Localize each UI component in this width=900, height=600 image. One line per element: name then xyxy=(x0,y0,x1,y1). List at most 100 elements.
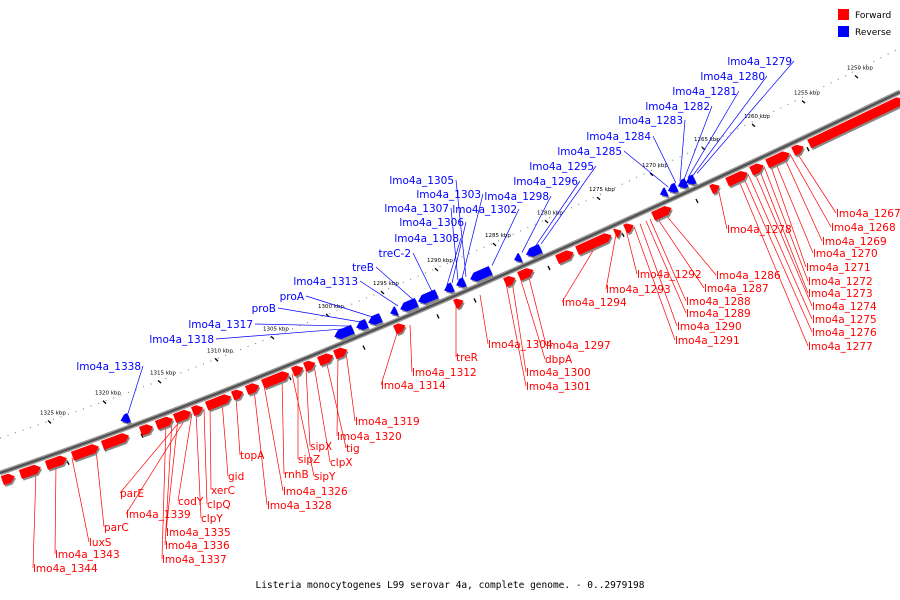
forward-gene-arrow[interactable] xyxy=(765,151,790,169)
reverse-gene-arrow[interactable] xyxy=(390,306,399,316)
forward-gene-arrow[interactable] xyxy=(190,405,204,417)
gene-label[interactable]: lmo4a_1326 xyxy=(283,486,348,498)
reverse-gene-arrow[interactable] xyxy=(120,413,131,424)
gene-label[interactable]: lmo4a_1293 xyxy=(606,284,671,296)
gene-label[interactable]: rnhB xyxy=(284,469,309,481)
reverse-gene-arrow[interactable] xyxy=(514,252,523,263)
gene-label[interactable]: lmo4a_1267 xyxy=(836,208,900,220)
gene-label[interactable]: sipX xyxy=(310,441,332,453)
gene-label[interactable]: lmo4a_1301 xyxy=(526,381,591,393)
reverse-gene-arrow[interactable] xyxy=(470,266,493,282)
gene-label[interactable]: lmo4a_1289 xyxy=(686,308,751,320)
gene-label[interactable]: lmo4a_1336 xyxy=(165,540,230,552)
reverse-gene-arrow[interactable] xyxy=(356,318,369,330)
gene-label[interactable]: lmo4a_1338 xyxy=(76,361,141,373)
reverse-gene-arrow[interactable] xyxy=(418,289,439,304)
forward-gene-arrow[interactable] xyxy=(204,394,232,411)
gene-label[interactable]: sipZ xyxy=(298,454,320,466)
reverse-gene-arrow[interactable] xyxy=(667,182,679,193)
gene-label[interactable]: lmo4a_1290 xyxy=(677,321,742,333)
reverse-gene-arrow[interactable] xyxy=(334,324,355,340)
forward-gene-arrow[interactable] xyxy=(44,455,68,470)
gene-label[interactable]: clpX xyxy=(330,457,353,469)
reverse-gene-arrow[interactable] xyxy=(400,297,419,312)
forward-gene-arrow[interactable] xyxy=(575,233,612,256)
forward-gene-arrow[interactable] xyxy=(302,360,316,372)
gene-label[interactable]: lmo4a_1318 xyxy=(149,334,214,346)
gene-label[interactable]: lmo4a_1269 xyxy=(822,236,887,248)
forward-gene-arrow[interactable] xyxy=(230,389,244,401)
forward-gene-arrow[interactable] xyxy=(807,97,900,149)
gene-label[interactable]: lmo4a_1286 xyxy=(716,270,781,282)
gene-label[interactable]: lmo4a_1313 xyxy=(293,276,358,288)
gene-label[interactable]: topA xyxy=(240,450,265,462)
gene-label[interactable]: lmo4a_1307 xyxy=(384,203,449,215)
gene-label[interactable]: lmo4a_1277 xyxy=(808,341,873,353)
forward-gene-arrow[interactable] xyxy=(0,473,15,486)
forward-gene-arrow[interactable] xyxy=(172,409,192,423)
forward-gene-arrow[interactable] xyxy=(244,383,260,395)
gene-label[interactable]: lmo4a_1302 xyxy=(452,204,517,216)
gene-label[interactable]: lmo4a_1292 xyxy=(637,269,702,281)
gene-label[interactable]: lmo4a_1276 xyxy=(812,327,877,339)
gene-label[interactable]: sipY xyxy=(314,471,336,483)
gene-label[interactable]: lmo4a_1314 xyxy=(381,380,446,392)
gene-label[interactable]: lmo4a_1337 xyxy=(162,554,227,566)
gene-label[interactable]: lmo4a_1283 xyxy=(618,115,683,127)
reverse-gene-arrow[interactable] xyxy=(456,277,467,288)
reverse-gene-arrow[interactable] xyxy=(659,187,669,197)
forward-gene-arrow[interactable] xyxy=(138,424,154,436)
gene-label[interactable]: lmo4a_1294 xyxy=(562,297,627,309)
gene-label[interactable]: clpY xyxy=(201,513,223,525)
forward-gene-arrow[interactable] xyxy=(100,433,130,450)
gene-label[interactable]: lmo4a_1274 xyxy=(812,301,877,313)
reverse-gene-arrow[interactable] xyxy=(368,313,383,325)
gene-label[interactable]: lmo4a_1303 xyxy=(416,189,481,201)
gene-label[interactable]: xerC xyxy=(211,485,235,497)
gene-label[interactable]: tig xyxy=(346,443,360,455)
gene-label[interactable]: parE xyxy=(120,488,144,500)
gene-label[interactable]: gid xyxy=(228,471,244,483)
gene-label[interactable]: lmo4a_1287 xyxy=(704,283,769,295)
gene-label[interactable]: treR xyxy=(456,352,478,364)
gene-label[interactable]: luxS xyxy=(89,537,112,549)
gene-label[interactable]: lmo4a_1317 xyxy=(188,319,253,331)
forward-gene-arrow[interactable] xyxy=(317,353,334,366)
gene-label[interactable]: lmo4a_1295 xyxy=(529,161,594,173)
forward-gene-arrow[interactable] xyxy=(503,275,516,287)
forward-gene-arrow[interactable] xyxy=(613,228,622,239)
gene-label[interactable]: lmo4a_1291 xyxy=(675,335,740,347)
gene-label[interactable]: lmo4a_1305 xyxy=(389,175,454,187)
gene-label[interactable]: lmo4a_1270 xyxy=(813,248,878,260)
forward-gene-arrow[interactable] xyxy=(333,347,348,360)
gene-label[interactable]: lmo4a_1288 xyxy=(686,296,751,308)
gene-label[interactable]: lmo4a_1308 xyxy=(394,233,459,245)
forward-gene-arrow[interactable] xyxy=(393,323,406,335)
reverse-gene-arrow[interactable] xyxy=(685,174,697,185)
forward-gene-arrow[interactable] xyxy=(70,444,100,461)
gene-label[interactable]: proA xyxy=(280,291,305,303)
gene-label[interactable]: lmo4a_1304 xyxy=(488,339,553,351)
forward-gene-arrow[interactable] xyxy=(18,464,41,479)
forward-gene-arrow[interactable] xyxy=(453,298,464,309)
gene-label[interactable]: lmo4a_1279 xyxy=(727,56,792,68)
forward-gene-arrow[interactable] xyxy=(651,206,672,221)
gene-label[interactable]: lmo4a_1328 xyxy=(267,500,332,512)
gene-label[interactable]: lmo4a_1275 xyxy=(812,314,877,326)
reverse-gene-arrow[interactable] xyxy=(526,244,543,257)
gene-label[interactable]: lmo4a_1273 xyxy=(808,288,873,300)
gene-label[interactable]: clpQ xyxy=(207,499,231,511)
forward-gene-arrow[interactable] xyxy=(290,365,304,377)
gene-label[interactable]: lmo4a_1278 xyxy=(727,224,792,236)
forward-gene-arrow[interactable] xyxy=(154,416,174,430)
gene-label[interactable]: lmo4a_1343 xyxy=(55,549,120,561)
gene-label[interactable]: lmo4a_1284 xyxy=(586,131,651,143)
gene-label[interactable]: lmo4a_1271 xyxy=(806,262,871,274)
forward-gene-arrow[interactable] xyxy=(749,163,764,176)
forward-gene-arrow[interactable] xyxy=(517,268,534,281)
gene-label[interactable]: parC xyxy=(104,522,129,534)
forward-gene-arrow[interactable] xyxy=(709,183,720,195)
forward-gene-arrow[interactable] xyxy=(791,144,804,156)
reverse-gene-arrow[interactable] xyxy=(444,282,455,293)
gene-label[interactable]: proB xyxy=(252,303,276,315)
